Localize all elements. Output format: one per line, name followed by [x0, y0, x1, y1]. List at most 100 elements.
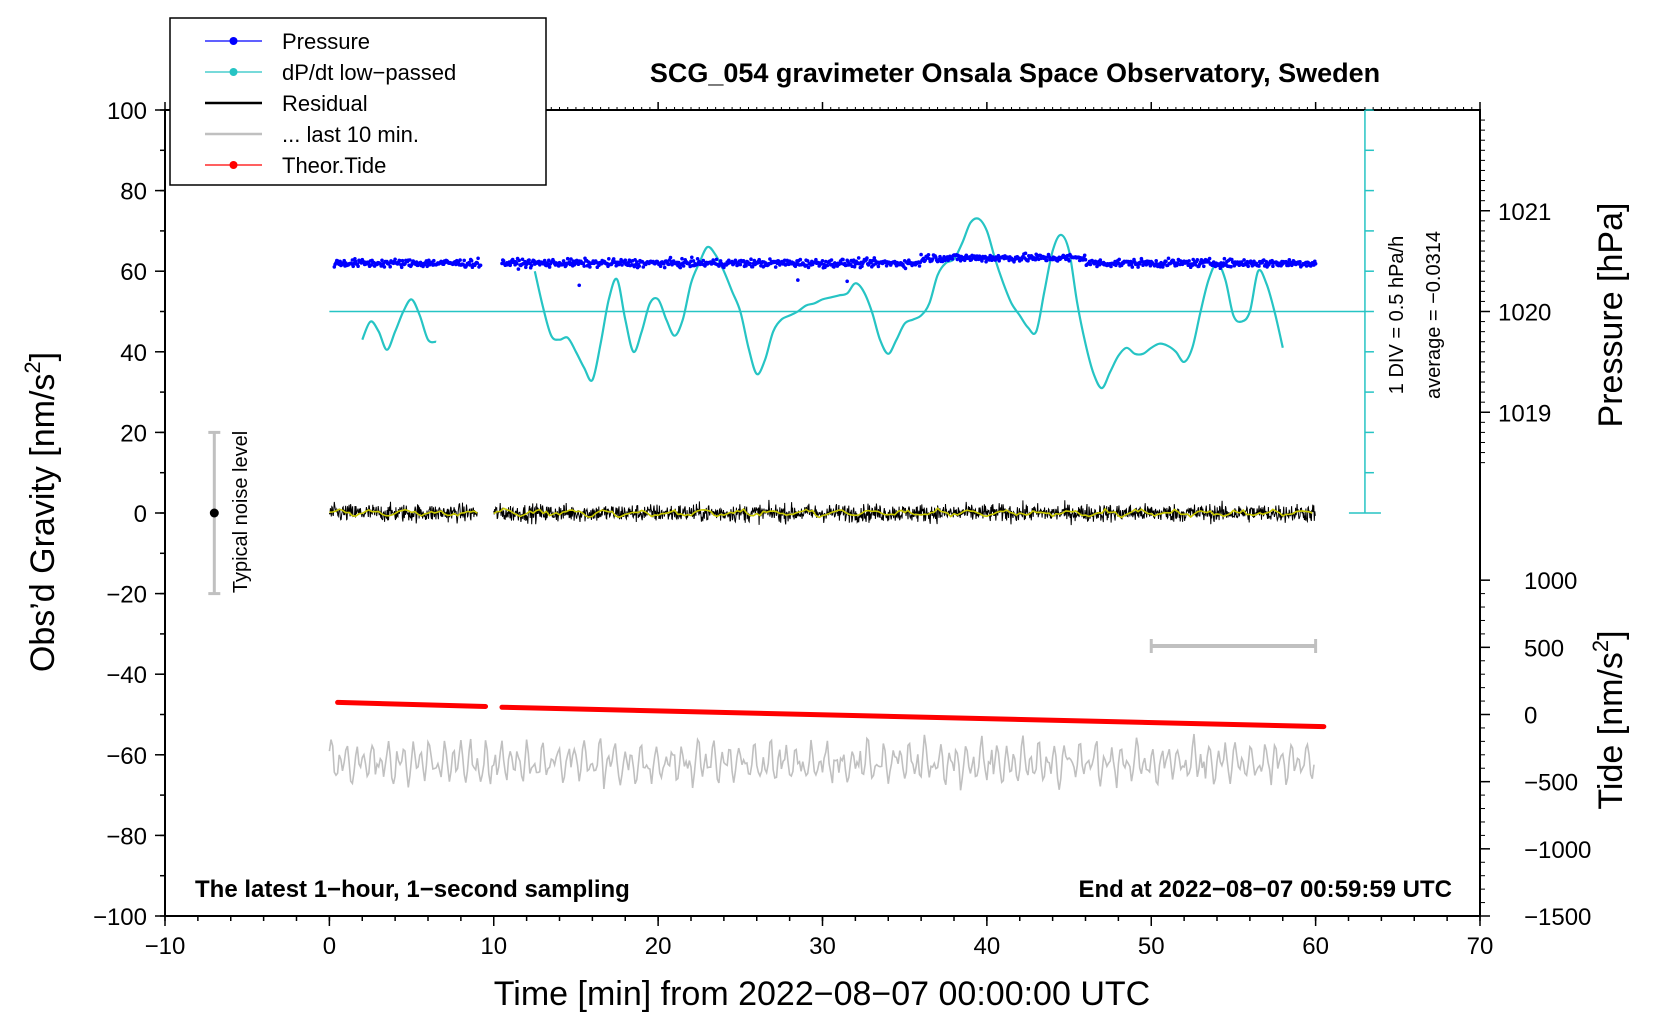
pressure-point: [718, 259, 723, 263]
pressure-point: [501, 259, 506, 263]
pressure-point: [667, 262, 671, 267]
pressure-point: [577, 283, 582, 288]
pressure-point: [478, 263, 483, 268]
pressure-axis: 1019 1020 1021: [1480, 119, 1551, 464]
pressure-point: [547, 265, 552, 269]
dpdt-line: [361, 298, 437, 351]
noise-label: Typical noise level: [230, 431, 252, 593]
pressure-point: [515, 261, 519, 266]
pressure-point: [984, 259, 988, 264]
pressure-point: [852, 265, 857, 269]
pressure-point: [860, 264, 864, 269]
pressure-point: [1136, 265, 1140, 269]
pressure-point: [1242, 258, 1246, 262]
pressure-point: [917, 264, 922, 268]
pressure-point: [749, 257, 753, 262]
pressure-point: [388, 264, 393, 269]
pressure-point: [547, 258, 551, 263]
y-axis-label: Obs’d Gravity [nm/s2]: [20, 352, 62, 672]
pressure-point: [399, 265, 404, 270]
pressure-point: [678, 265, 683, 270]
pressure-series: [332, 251, 1318, 288]
pressure-point: [400, 258, 405, 263]
tide-tick-label: −500: [1524, 770, 1578, 797]
legend-marker: [229, 161, 238, 169]
pressure-point: [750, 264, 755, 269]
pressure-point: [946, 258, 950, 263]
pressure-point: [524, 265, 528, 270]
pressure-point: [1161, 265, 1165, 269]
pressure-point: [1187, 259, 1191, 263]
tide-axis: −1500 −1000 −500 0 500 1000: [1480, 568, 1591, 931]
pressure-point: [1082, 253, 1087, 258]
y-tick-label: −100: [93, 904, 147, 931]
y-tick-label: 100: [107, 98, 147, 125]
pressure-point: [1083, 257, 1088, 262]
pressure-point: [690, 255, 694, 260]
tide-tick-label: −1000: [1524, 837, 1591, 864]
pressure-point: [1130, 265, 1135, 269]
pressure-point: [1246, 264, 1250, 269]
pressure-point: [353, 257, 357, 261]
pressure-point: [1088, 262, 1093, 267]
pressure-point: [1154, 259, 1158, 263]
end-time-note: End at 2022−08−07 00:59:59 UTC: [1078, 876, 1452, 903]
smoothed-residual-line: [329, 508, 478, 518]
pressure-point: [380, 258, 384, 263]
pressure-point: [1313, 261, 1318, 266]
pressure-point: [588, 265, 592, 269]
pressure-point: [820, 259, 825, 263]
pressure-point: [962, 258, 967, 263]
dpdt-scale: [1149, 109, 1381, 653]
pressure-point: [1285, 260, 1290, 265]
pressure-point: [607, 257, 611, 261]
pressure-point: [841, 257, 845, 262]
pressure-axis-label: Pressure [hPa]: [1592, 203, 1630, 428]
pressure-point: [923, 258, 927, 263]
tide-tick-label: −1500: [1524, 904, 1591, 931]
y-tick-label: 60: [120, 259, 147, 286]
pressure-point: [691, 259, 696, 263]
noise-bar: [208, 430, 221, 596]
pressure-point: [825, 263, 830, 268]
pressure-point: [468, 263, 472, 267]
pressure-point: [662, 265, 667, 270]
x-tick-label: 70: [1467, 933, 1494, 960]
dpdt-line: [533, 217, 1284, 390]
pressure-point: [1202, 264, 1206, 269]
pressure-point: [680, 256, 684, 261]
pressure-point: [865, 256, 869, 260]
pressure-point: [748, 261, 752, 266]
pressure-point: [662, 262, 666, 266]
scale-div-label: 1 DIV = 0.5 hPa/h: [1386, 236, 1408, 394]
pressure-point: [930, 257, 935, 261]
pressure-point: [516, 267, 521, 271]
pressure-point: [703, 264, 707, 268]
pressure-point: [1222, 256, 1227, 261]
pressure-point: [668, 255, 673, 260]
pressure-point: [1271, 264, 1275, 269]
pressure-point: [695, 257, 700, 261]
legend-marker: [229, 37, 238, 45]
pressure-point: [1117, 257, 1121, 262]
pressure-point: [1298, 260, 1302, 264]
legend-label: Residual: [282, 91, 368, 116]
legend-label: Theor.Tide: [282, 153, 386, 178]
tide-axis-label: Tide [nm/s2]: [1588, 630, 1630, 809]
pressure-point: [393, 257, 397, 262]
pressure-point: [620, 263, 624, 267]
pressure-point: [856, 256, 861, 260]
pressure-tick-label: 1019: [1498, 400, 1551, 427]
pressure-point: [641, 265, 646, 269]
pressure-point: [432, 258, 436, 263]
x-tick-label: 20: [645, 933, 672, 960]
pressure-point: [382, 265, 387, 269]
chart-title: SCG_054 gravimeter Onsala Space Observat…: [650, 58, 1380, 88]
pressure-point: [1218, 266, 1223, 271]
pressure-point: [972, 254, 977, 258]
pressure-point: [1287, 258, 1292, 262]
pressure-point: [1126, 259, 1130, 264]
pressure-point: [738, 262, 743, 267]
y-tick-label: 40: [120, 340, 147, 367]
